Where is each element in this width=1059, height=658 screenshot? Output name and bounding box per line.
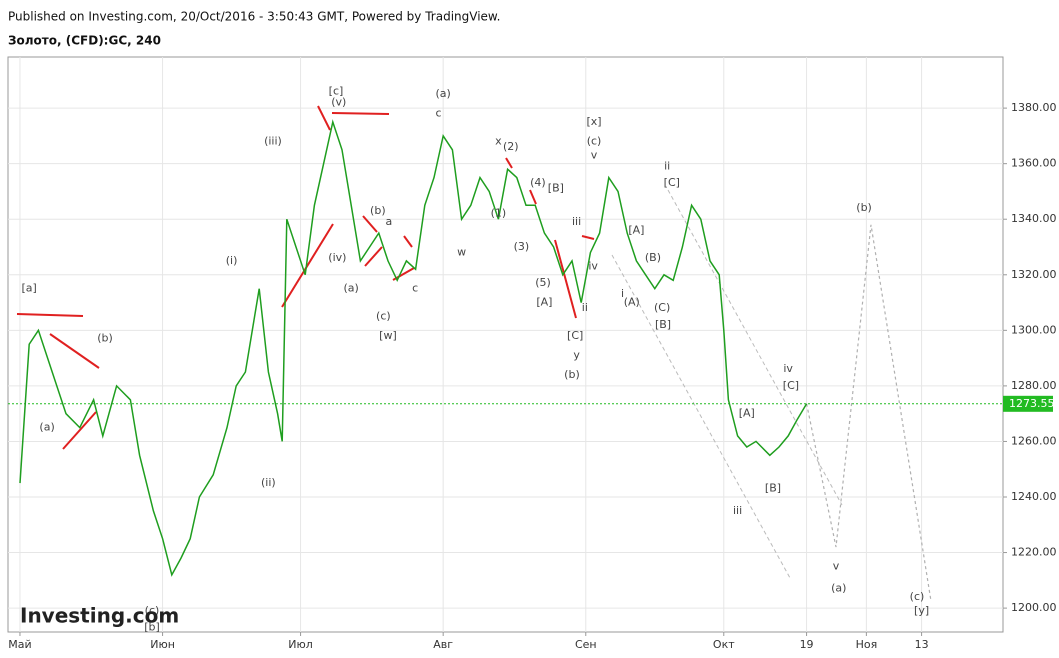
wave-label: (v) [331,96,346,109]
wave-label: [w] [379,329,397,342]
wave-label: c [412,282,418,295]
wave-label: (5) [535,276,551,289]
wave-label: (a) [831,582,846,595]
wave-label: (c) [145,604,160,617]
y-tick-label: 1360.00 [1011,157,1057,170]
wave-label: iii [572,215,581,228]
wave-label: (b) [564,368,580,381]
x-tick-label: Июн [150,638,175,651]
wave-label: (c) [587,134,602,147]
wave-label: w [457,246,466,259]
y-tick-label: 1320.00 [1011,268,1057,281]
x-tick-label: Ноя [856,638,878,651]
wave-label: (2) [503,140,519,153]
wave-label: [C] [664,176,680,189]
y-tick-label: 1340.00 [1011,212,1057,225]
published-note: Published on Investing.com, 20/Oct/2016 … [8,10,500,24]
wave-label: iv [783,362,793,375]
x-tick-label: Сен [575,638,597,651]
logo: Investing.com [20,604,179,628]
wave-label: (iv) [328,251,346,264]
y-tick-label: 1260.00 [1011,434,1057,447]
wave-label: (b) [370,204,386,217]
wave-label: (a) [436,87,451,100]
trend-lines [16,105,595,450]
plot-frame [7,56,1004,633]
wave-label: a [386,215,393,228]
wave-label: (b) [856,201,872,214]
projection-line [806,224,932,600]
y-tick-label: 1380.00 [1011,101,1057,114]
x-tick-label: Авг [433,638,453,651]
y-tick-label: 1220.00 [1011,546,1057,559]
x-tick-label: Окт [713,638,735,651]
wave-label: (A) [624,296,640,309]
x-tick-label: Июл [288,638,313,651]
wave-label: c [436,107,442,120]
wave-label: [A] [628,223,644,236]
y-tick-label: 1240.00 [1011,490,1057,503]
y-tick-label: 1300.00 [1011,323,1057,336]
wave-label: [b] [144,621,160,634]
wave-label: v [833,559,840,572]
wave-label: (b) [97,332,113,345]
channel-lines [611,189,843,579]
wave-label: (1) [491,207,507,220]
wave-label: v [591,148,598,161]
wave-label: iii [733,504,742,517]
x-tick-label: 19 [800,638,814,651]
wave-label: [A] [739,407,755,420]
wave-label: (iii) [264,134,282,147]
wave-label: [y] [914,604,929,617]
last-price-label: 1273.55 [1009,397,1055,410]
y-tick-label: 1280.00 [1011,379,1057,392]
wave-label: [B] [655,318,671,331]
wave-label: y [573,348,580,361]
wave-label: [C] [567,329,583,342]
wave-label: (a) [344,282,359,295]
wave-label: (4) [530,176,546,189]
wave-label: [C] [783,379,799,392]
wave-label: (B) [645,251,661,264]
wave-label: (3) [514,240,530,253]
wave-label: ii [664,159,670,172]
wave-label: [B] [548,182,564,195]
y-tick-label: 1200.00 [1011,601,1057,614]
wave-label: iv [588,259,598,272]
symbol-title: Золото, (CFD):GC, 240 [8,34,161,48]
x-tick-label: Май [8,638,31,651]
wave-label: [A] [536,296,552,309]
wave-label: (C) [654,301,670,314]
wave-label: (ii) [261,476,276,489]
wave-label: i [621,287,624,300]
wave-label: [c] [329,84,344,97]
x-tick-label: 13 [915,638,929,651]
wave-label: [a] [21,282,36,295]
last-price-box [1003,395,1053,412]
wave-label: [x] [587,115,602,128]
wave-label: ii [582,301,588,314]
wave-label: (i) [226,254,238,267]
price-line [19,119,808,577]
wave-label: (a) [39,421,54,434]
wave-label: (c) [376,309,391,322]
wave-label: (c) [910,590,925,603]
wave-label: [B] [765,482,781,495]
wave-label: x [495,134,502,147]
